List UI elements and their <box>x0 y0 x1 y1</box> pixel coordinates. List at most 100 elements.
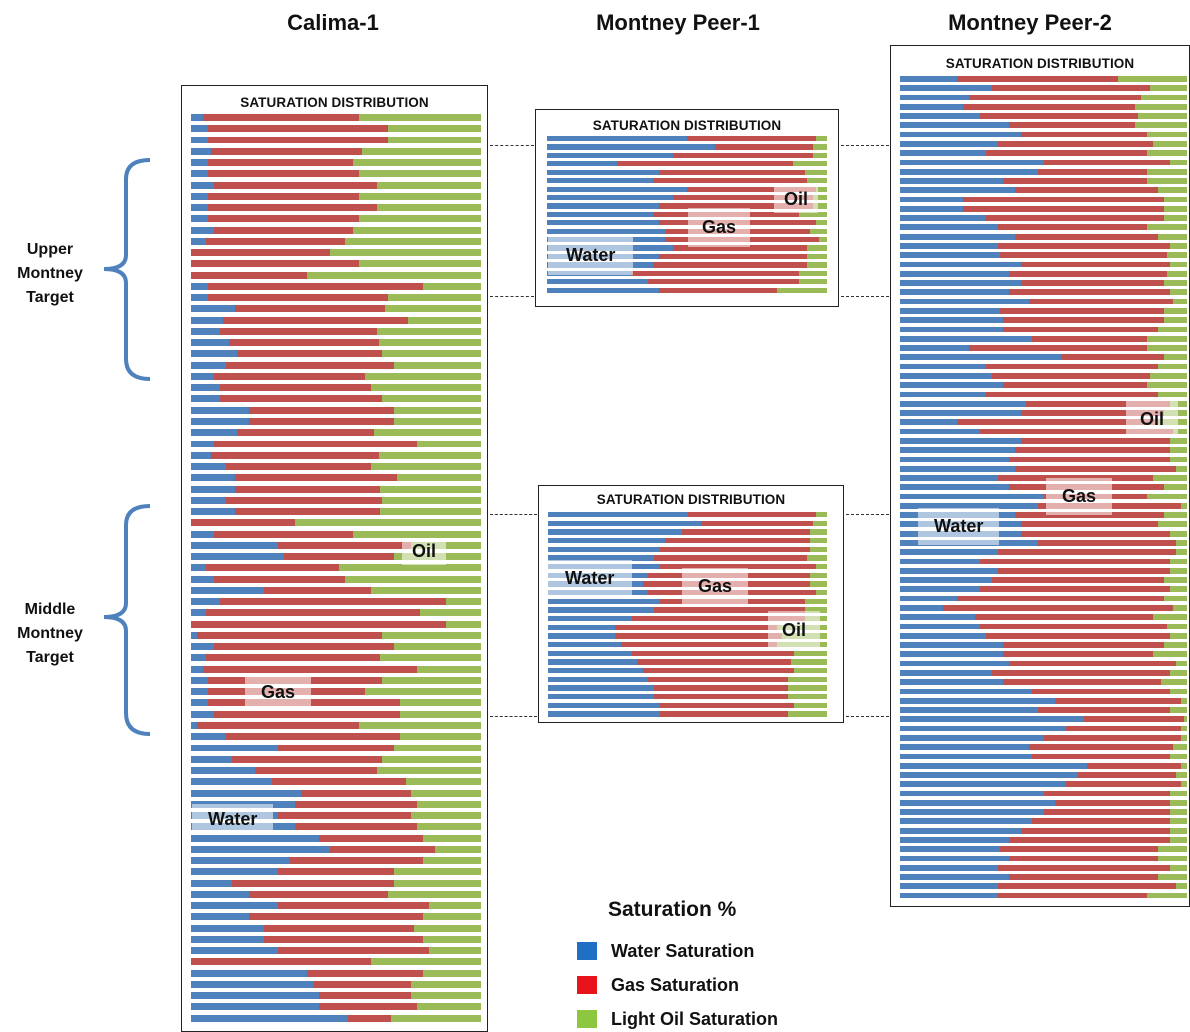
gas-saturation-segment <box>1020 261 1170 268</box>
saturation-row <box>900 363 1187 370</box>
saturation-row <box>548 529 827 535</box>
oil-saturation-segment <box>1172 428 1187 435</box>
gas-saturation-segment <box>1014 465 1176 472</box>
gas-saturation-segment <box>214 440 418 448</box>
gas-saturation-segment <box>225 361 394 369</box>
water-saturation-segment <box>900 252 1001 259</box>
water-saturation-segment <box>191 902 278 910</box>
gas-saturation-segment <box>307 969 423 977</box>
gas-saturation-segment <box>231 879 394 887</box>
gas-saturation-segment <box>249 406 394 414</box>
gas-saturation-segment <box>211 451 380 459</box>
saturation-row <box>191 699 481 707</box>
water-saturation-segment <box>900 122 1010 129</box>
gas-saturation-segment <box>647 279 799 285</box>
saturation-row <box>191 676 481 684</box>
gas-saturation-segment <box>231 755 383 763</box>
water-saturation-segment <box>191 440 215 448</box>
oil-saturation-segment <box>423 935 481 943</box>
oil-saturation-segment <box>417 665 481 673</box>
saturation-row <box>191 767 481 774</box>
gas-saturation-segment <box>208 282 423 290</box>
gas-saturation-segment <box>991 577 1165 583</box>
oil-saturation-segment <box>362 147 481 155</box>
water-saturation-segment <box>900 159 1044 166</box>
water-saturation-segment <box>547 220 659 226</box>
oil-saturation-segment <box>446 598 481 606</box>
gas-saturation-segment <box>1037 540 1176 546</box>
water-saturation-segment <box>900 549 998 556</box>
oil-saturation-segment <box>393 643 481 651</box>
oil-saturation-segment <box>810 572 827 579</box>
saturation-row <box>900 317 1187 324</box>
well-title-calima: Calima-1 <box>287 10 379 35</box>
water-saturation-segment <box>191 451 212 459</box>
gas-saturation-segment <box>263 924 415 932</box>
gas-saturation-segment <box>301 789 412 797</box>
gas-saturation-segment <box>997 883 1176 890</box>
oil-saturation-segment <box>1169 707 1187 713</box>
water-saturation-segment <box>900 419 958 426</box>
gas-saturation-segment <box>330 845 435 853</box>
water-saturation-segment <box>191 406 249 414</box>
oil-saturation-segment <box>1164 512 1187 518</box>
gas-saturation-segment <box>214 575 345 583</box>
gas-saturation-segment <box>659 169 805 175</box>
oil-saturation-segment <box>379 654 481 662</box>
gas-saturation-segment <box>278 541 412 549</box>
oil-saturation-segment <box>388 294 481 302</box>
gas-saturation-segment <box>295 823 418 831</box>
saturation-row <box>191 710 481 718</box>
oil-saturation-segment <box>1169 669 1187 676</box>
water-saturation-segment <box>900 697 1055 704</box>
saturation-row <box>547 136 827 142</box>
calima-saturation-plot <box>191 114 481 1026</box>
gas-saturation-segment <box>614 633 783 639</box>
gas-saturation-segment <box>191 958 371 966</box>
gas-saturation-segment <box>1014 447 1170 453</box>
oil-saturation-segment <box>1169 447 1187 453</box>
oil-saturation-segment <box>1158 846 1187 853</box>
well-title-peer1: Montney Peer-1 <box>596 10 760 35</box>
oil-saturation-segment <box>422 857 481 865</box>
saturation-row <box>191 609 481 617</box>
oil-saturation-segment <box>810 581 827 587</box>
saturation-row <box>547 220 827 226</box>
saturation-row <box>900 753 1187 760</box>
middle-target-brace-icon <box>103 504 151 736</box>
saturation-row <box>191 463 481 470</box>
panel-title: SATURATION DISTRIBUTION <box>240 95 429 110</box>
gas-saturation-segment <box>1020 827 1170 834</box>
water-saturation-segment <box>191 485 235 493</box>
oil-saturation-segment <box>388 136 481 144</box>
oil-saturation-segment <box>804 598 827 605</box>
water-saturation-segment <box>900 809 1044 815</box>
water-saturation-segment <box>900 428 981 435</box>
water-saturation-segment <box>900 605 944 611</box>
saturation-row <box>548 650 827 657</box>
gas-saturation-segment <box>278 744 394 752</box>
gas-saturation-segment <box>1054 697 1182 704</box>
gas-saturation-segment <box>1029 744 1173 750</box>
saturation-row <box>191 890 481 898</box>
oil-saturation-segment <box>1169 790 1187 797</box>
saturation-row <box>900 846 1187 853</box>
oil-saturation-segment <box>1158 391 1187 398</box>
water-saturation-segment <box>900 335 1033 342</box>
saturation-row <box>191 992 481 1000</box>
oil-saturation-segment <box>379 508 481 516</box>
saturation-row <box>191 496 481 504</box>
water-saturation-segment <box>900 76 958 82</box>
oil-saturation-segment <box>307 271 481 279</box>
water-saturation-segment <box>900 855 1010 862</box>
water-saturation-segment <box>548 676 649 683</box>
saturation-row <box>900 632 1187 639</box>
oil-saturation-segment <box>1146 150 1187 156</box>
water-saturation-segment <box>900 400 1027 407</box>
water-saturation-segment <box>900 669 992 676</box>
gas-saturation-segment <box>295 800 418 808</box>
gas-saturation-segment <box>208 204 377 212</box>
gas-saturation-segment <box>191 249 331 257</box>
gas-saturation-segment <box>1009 270 1167 277</box>
oil-saturation-segment <box>1169 688 1187 695</box>
